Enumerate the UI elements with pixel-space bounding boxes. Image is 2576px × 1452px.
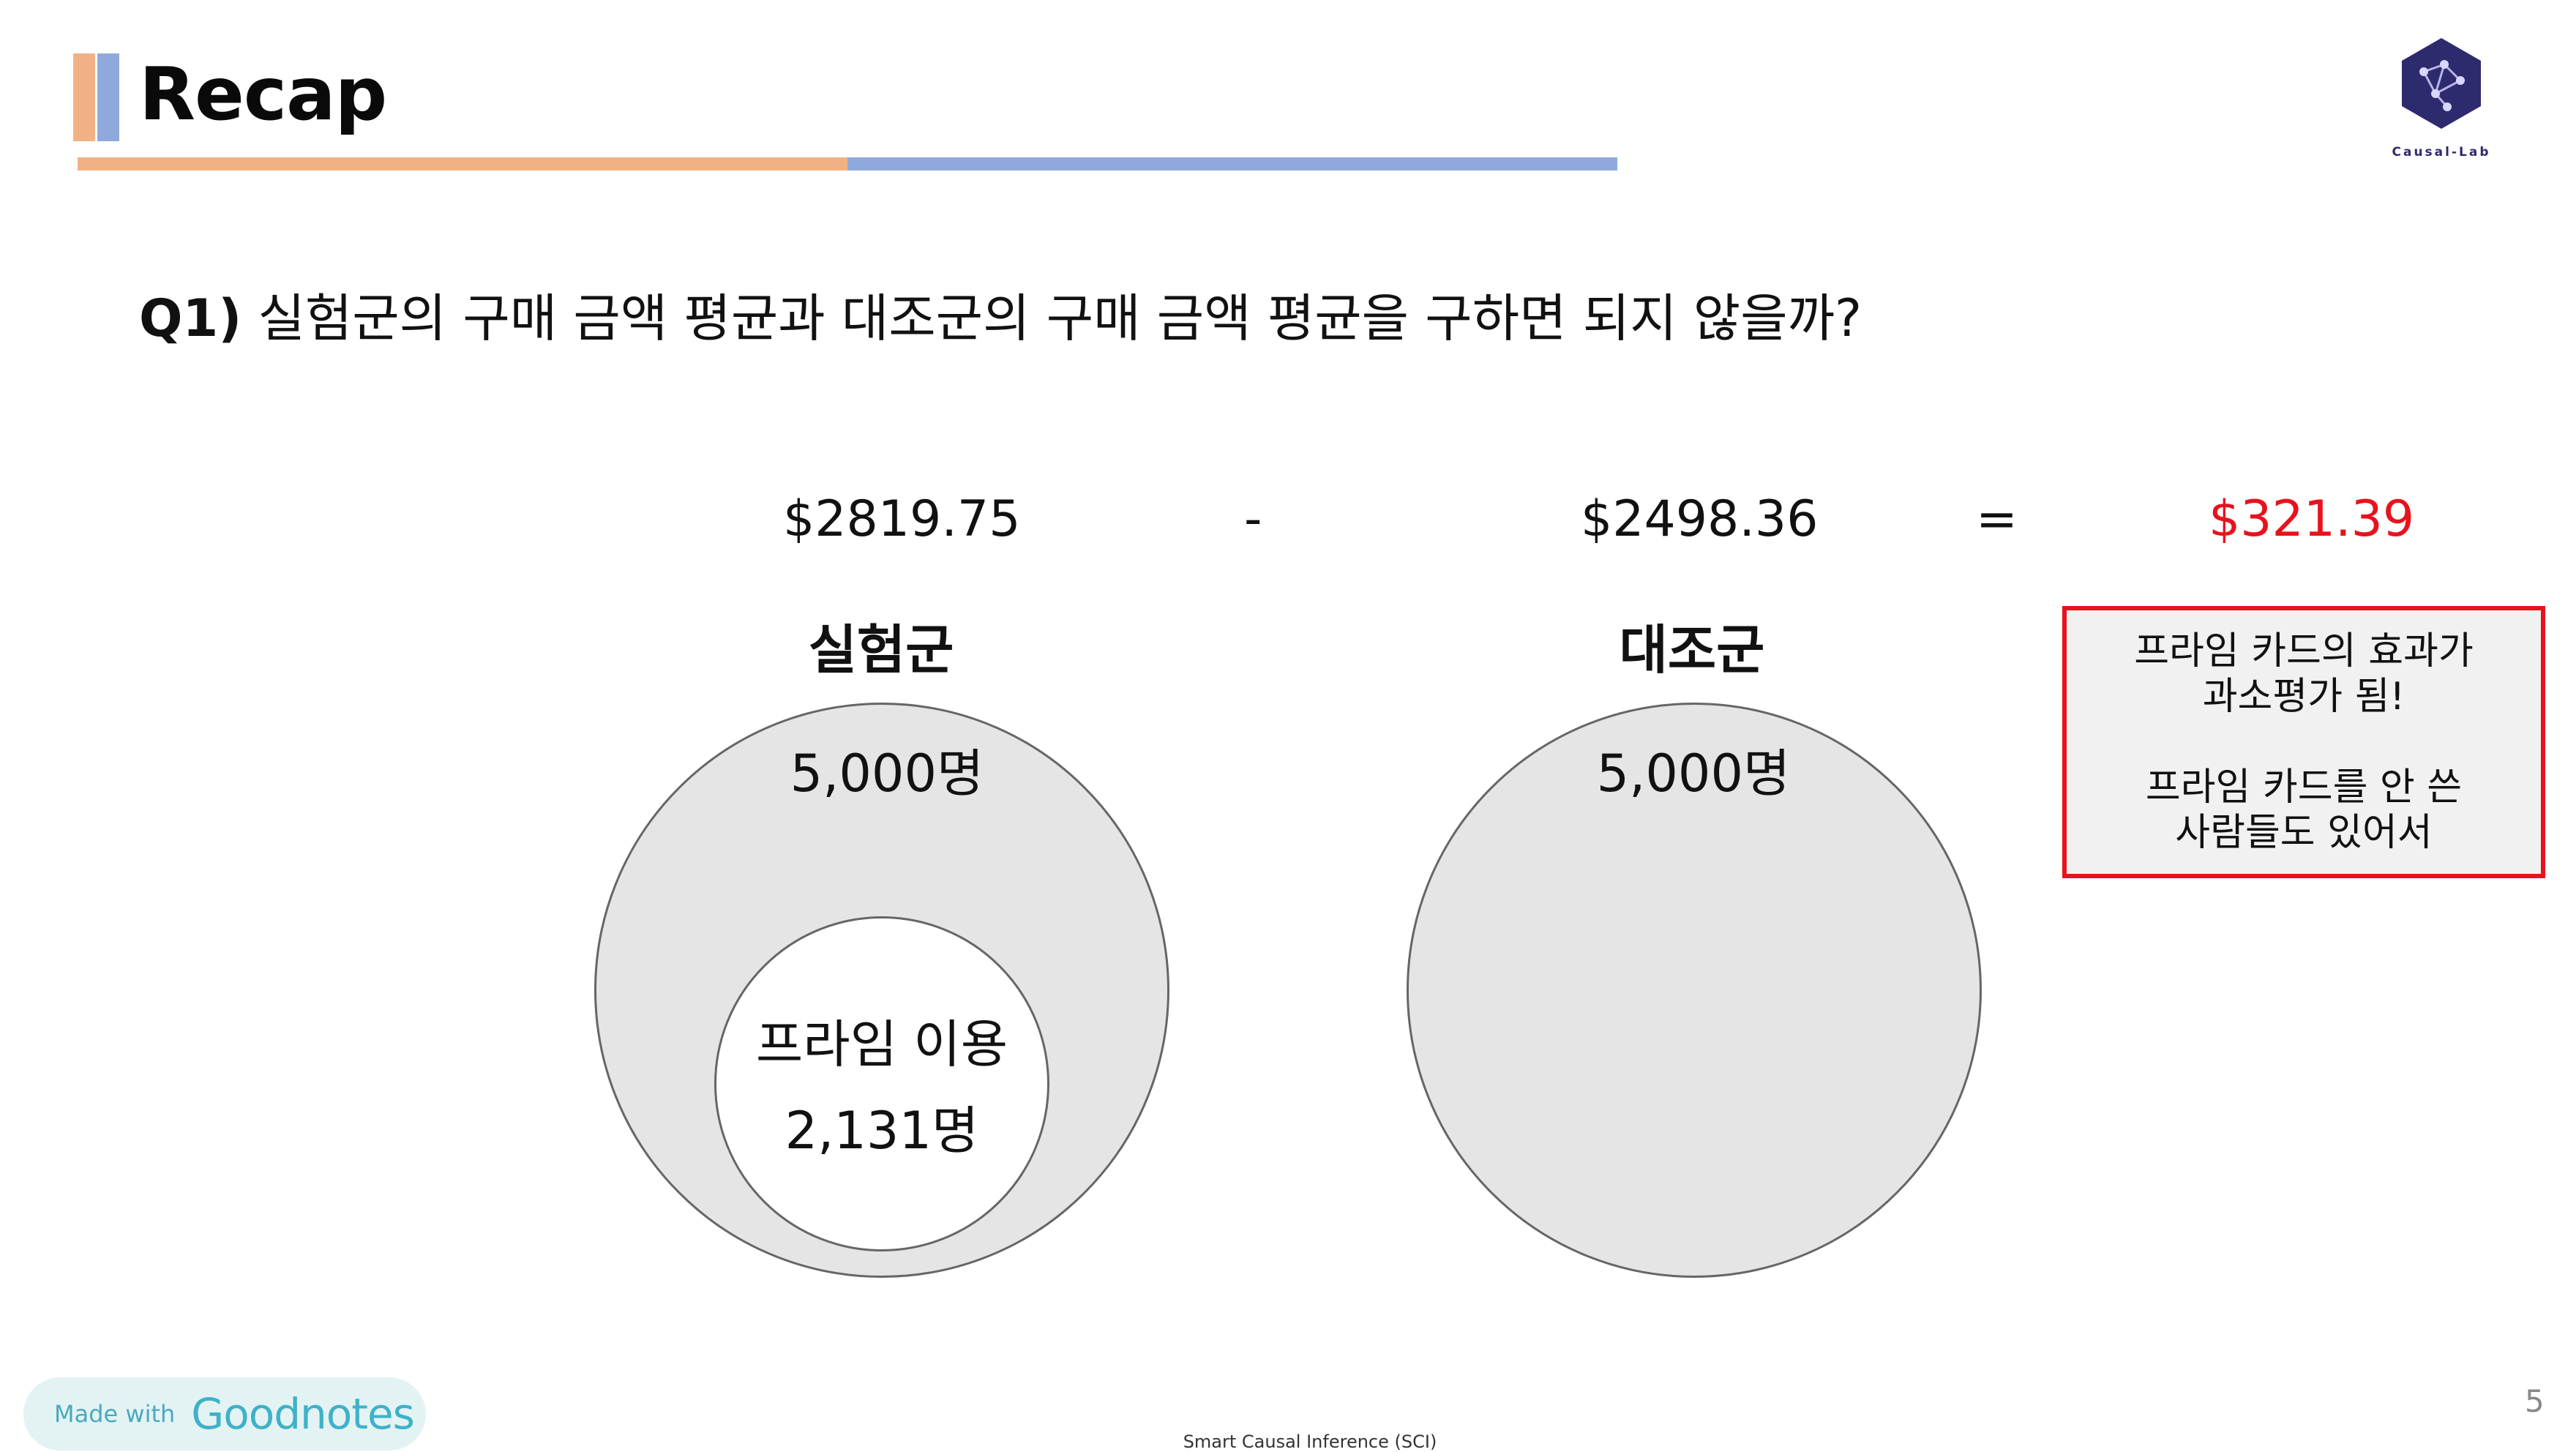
title-accent-blue (97, 53, 119, 141)
badge-brand: Goodnotes (191, 1389, 415, 1439)
treatment-mean-value: $2819.75 (783, 490, 1021, 548)
control-mean-value: $2498.36 (1581, 490, 1819, 548)
treatment-count: 5,000명 (790, 744, 984, 804)
question-label: Q1) (139, 288, 242, 348)
minus-sign: - (1244, 490, 1262, 548)
callout-line-4: 사람들도 있어서 (2175, 811, 2433, 855)
prime-usage-label: 프라임 이용 (755, 1014, 1008, 1074)
page-number: 5 (2525, 1383, 2545, 1419)
title-accent-orange (73, 53, 95, 141)
badge-made-with: Made with (54, 1400, 176, 1428)
title-underline-orange (78, 157, 847, 171)
prime-usage-count: 2,131명 (785, 1101, 979, 1161)
callout-line-3: 프라임 카드를 안 쓴 (2145, 766, 2463, 809)
slide-title: Recap (139, 51, 387, 137)
question-text: Q1) 실험군의 구매 금액 평균과 대조군의 구매 금액 평균을 구하면 되지… (139, 282, 1862, 355)
question-body: 실험군의 구매 금액 평균과 대조군의 구매 금액 평균을 구하면 되지 않을까… (258, 288, 1862, 348)
treatment-group-title: 실험군 (808, 619, 954, 681)
causal-lab-logo-icon (2393, 35, 2490, 132)
logo-caption: Causal-Lab (2392, 145, 2491, 160)
equals-sign: = (1976, 490, 2018, 548)
callout-line-2: 과소평가 됨! (2202, 675, 2405, 719)
control-count: 5,000명 (1596, 744, 1791, 804)
prime-subset-circle (714, 916, 1049, 1251)
control-group-circle (1407, 703, 1982, 1278)
control-group-title: 대조군 (1619, 619, 1765, 681)
goodnotes-badge: Made with Goodnotes (23, 1377, 426, 1451)
callout-line-1: 프라임 카드의 효과가 (2134, 629, 2474, 673)
difference-result: $321.39 (2209, 490, 2415, 548)
footer-text: Smart Causal Inference (SCI) (1183, 1432, 1437, 1452)
title-underline-blue (847, 157, 1617, 171)
underestimation-callout: 프라임 카드의 효과가 과소평가 됨! 프라임 카드를 안 쓴 사람들도 있어서 (2062, 606, 2545, 878)
